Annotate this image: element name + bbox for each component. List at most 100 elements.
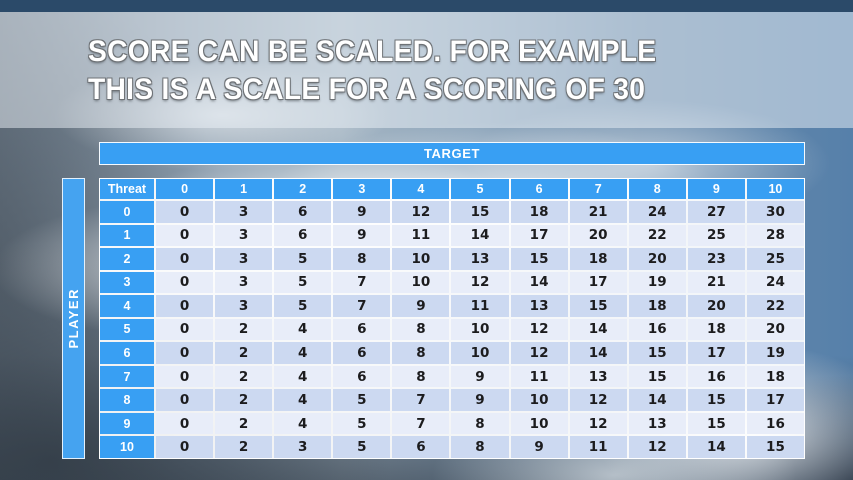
value-cell-r1-c7: 20	[569, 224, 627, 247]
value-cell-r6-c9: 17	[687, 342, 745, 364]
value-cell-r6-c3: 6	[333, 342, 391, 364]
value-cell-r1-c6: 17	[510, 224, 568, 247]
value-cell-r7-c10: 18	[746, 365, 804, 388]
value-cell-r1-c4: 11	[392, 224, 450, 247]
value-cell-r0-c3: 9	[333, 201, 391, 223]
row-header-10: 10	[100, 436, 154, 458]
value-cell-r10-c7: 11	[569, 436, 627, 458]
value-cell-r5-c10: 20	[746, 318, 804, 341]
value-cell-r5-c6: 12	[510, 318, 568, 341]
row-header-5: 5	[100, 318, 154, 341]
value-cell-r4-c5: 11	[451, 295, 509, 317]
value-cell-r0-c2: 6	[274, 201, 332, 223]
value-cell-r8-c1: 2	[215, 389, 273, 411]
value-cell-r1-c0: 0	[156, 224, 214, 247]
value-cell-r8-c5: 9	[451, 389, 509, 411]
value-cell-r8-c4: 7	[392, 389, 450, 411]
value-cell-r10-c9: 14	[687, 436, 745, 458]
value-cell-r3-c6: 14	[510, 271, 568, 294]
column-header-8: 8	[628, 179, 686, 199]
value-cell-r6-c1: 2	[215, 342, 273, 364]
value-cell-r0-c1: 3	[215, 201, 273, 223]
value-cell-r6-c4: 8	[392, 342, 450, 364]
value-cell-r3-c9: 21	[687, 271, 745, 294]
value-cell-r3-c2: 5	[274, 271, 332, 294]
value-cell-r7-c7: 13	[569, 365, 627, 388]
value-cell-r8-c0: 0	[156, 389, 214, 411]
value-cell-r3-c8: 19	[628, 271, 686, 294]
corner-header-threat: Threat	[100, 179, 154, 199]
value-cell-r8-c8: 14	[628, 389, 686, 411]
slide-title-line2: THIS IS A SCALE FOR A SCORING OF 30	[88, 73, 646, 106]
value-cell-r5-c7: 14	[569, 318, 627, 341]
column-header-0: 0	[156, 179, 214, 199]
row-header-1: 1	[100, 224, 154, 247]
value-cell-r1-c1: 3	[215, 224, 273, 247]
value-cell-r5-c4: 8	[392, 318, 450, 341]
row-header-3: 3	[100, 271, 154, 294]
value-cell-r9-c1: 2	[215, 412, 273, 435]
value-cell-r10-c6: 9	[510, 436, 568, 458]
value-cell-r8-c2: 4	[274, 389, 332, 411]
value-cell-r0-c8: 24	[628, 201, 686, 223]
value-cell-r7-c8: 15	[628, 365, 686, 388]
value-cell-r0-c5: 15	[451, 201, 509, 223]
value-cell-r6-c2: 4	[274, 342, 332, 364]
value-cell-r8-c3: 5	[333, 389, 391, 411]
row-header-6: 6	[100, 342, 154, 364]
value-cell-r4-c6: 13	[510, 295, 568, 317]
value-cell-r7-c4: 8	[392, 365, 450, 388]
column-header-9: 9	[687, 179, 745, 199]
value-cell-r2-c6: 15	[510, 248, 568, 270]
value-cell-r3-c5: 12	[451, 271, 509, 294]
value-cell-r0-c0: 0	[156, 201, 214, 223]
value-cell-r10-c0: 0	[156, 436, 214, 458]
row-header-9: 9	[100, 412, 154, 435]
player-axis-label: PLAYER	[62, 178, 85, 459]
value-cell-r3-c1: 3	[215, 271, 273, 294]
value-cell-r2-c4: 10	[392, 248, 450, 270]
value-cell-r4-c0: 0	[156, 295, 214, 317]
value-cell-r8-c10: 17	[746, 389, 804, 411]
value-cell-r4-c2: 5	[274, 295, 332, 317]
row-header-2: 2	[100, 248, 154, 270]
value-cell-r5-c1: 2	[215, 318, 273, 341]
value-cell-r8-c6: 10	[510, 389, 568, 411]
value-cell-r3-c4: 10	[392, 271, 450, 294]
value-cell-r9-c10: 16	[746, 412, 804, 435]
row-header-7: 7	[100, 365, 154, 388]
row-header-4: 4	[100, 295, 154, 317]
value-cell-r2-c5: 13	[451, 248, 509, 270]
value-cell-r6-c8: 15	[628, 342, 686, 364]
value-cell-r1-c5: 14	[451, 224, 509, 247]
value-cell-r4-c4: 9	[392, 295, 450, 317]
value-cell-r7-c3: 6	[333, 365, 391, 388]
value-cell-r9-c0: 0	[156, 412, 214, 435]
value-cell-r6-c10: 19	[746, 342, 804, 364]
value-cell-r3-c3: 7	[333, 271, 391, 294]
score-table: Threat 0 1 2 3 4 5 6 7 8 9 10 0 0 3 6 9 12 15 18 21 24 27 30 1 0 3…	[99, 178, 805, 459]
value-cell-r4-c9: 20	[687, 295, 745, 317]
value-cell-r5-c2: 4	[274, 318, 332, 341]
value-cell-r2-c9: 23	[687, 248, 745, 270]
value-cell-r7-c6: 11	[510, 365, 568, 388]
value-cell-r0-c4: 12	[392, 201, 450, 223]
value-cell-r4-c10: 22	[746, 295, 804, 317]
value-cell-r10-c2: 3	[274, 436, 332, 458]
value-cell-r5-c5: 10	[451, 318, 509, 341]
value-cell-r2-c7: 18	[569, 248, 627, 270]
column-header-6: 6	[510, 179, 568, 199]
value-cell-r3-c0: 0	[156, 271, 214, 294]
value-cell-r1-c2: 6	[274, 224, 332, 247]
value-cell-r4-c7: 15	[569, 295, 627, 317]
value-cell-r10-c3: 5	[333, 436, 391, 458]
value-cell-r4-c1: 3	[215, 295, 273, 317]
value-cell-r9-c5: 8	[451, 412, 509, 435]
value-cell-r5-c9: 18	[687, 318, 745, 341]
value-cell-r1-c10: 28	[746, 224, 804, 247]
value-cell-r1-c8: 22	[628, 224, 686, 247]
value-cell-r1-c9: 25	[687, 224, 745, 247]
value-cell-r7-c0: 0	[156, 365, 214, 388]
value-cell-r10-c5: 8	[451, 436, 509, 458]
value-cell-r8-c7: 12	[569, 389, 627, 411]
